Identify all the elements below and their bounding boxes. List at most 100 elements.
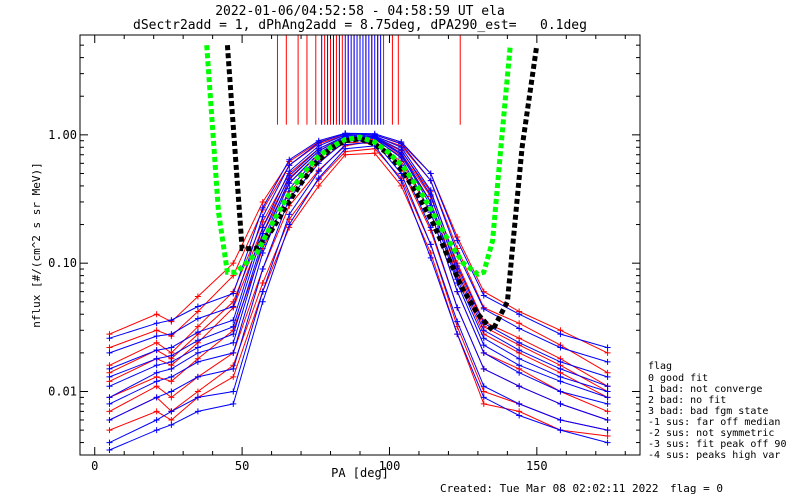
blue-data-point [427, 191, 434, 198]
blue-data-point [153, 355, 160, 362]
created-timestamp: Created: Tue Mar 08 02:02:11 2022 [440, 482, 659, 495]
blue-profile-line [109, 137, 608, 398]
blue-data-point [230, 331, 237, 338]
blue-data-point [516, 355, 523, 362]
blue-data-point [168, 421, 175, 428]
blue-data-point [194, 315, 201, 322]
blue-data-point [168, 373, 175, 380]
blue-data-point [194, 408, 201, 415]
blue-data-point [398, 170, 405, 177]
blue-data-point [194, 329, 201, 336]
blue-data-point [194, 394, 201, 401]
blue-data-point [259, 298, 266, 305]
red-data-point [604, 433, 611, 439]
red-data-point [604, 349, 611, 356]
red-data-point [259, 280, 266, 287]
blue-data-point [230, 365, 237, 372]
legend-item: -4 sus: peaks high var [648, 450, 781, 461]
blue-data-point [153, 394, 160, 401]
blue-data-point [480, 335, 487, 342]
blue-data-point [106, 373, 113, 380]
blue-data-point [230, 290, 237, 297]
blue-data-point [194, 303, 201, 310]
red-profile-line [109, 152, 608, 437]
red-profile-line [109, 138, 608, 398]
y-tick-label: 0.01 [48, 384, 77, 398]
red-data-point [342, 151, 349, 158]
red-data-point [106, 408, 113, 415]
blue-data-point [480, 327, 487, 334]
red-data-point [153, 311, 160, 318]
blue-data-point [259, 230, 266, 237]
blue-data-point [604, 439, 611, 446]
blue-data-point [604, 358, 611, 365]
red-data-point [194, 323, 201, 330]
y-tick-label: 1.00 [48, 128, 77, 142]
blue-data-point [516, 325, 523, 332]
red-data-point [168, 394, 175, 401]
blue-data-point [454, 331, 461, 338]
blue-data-point [604, 373, 611, 380]
y-axis-label: nflux [#/(cm^2 s sr MeV)] [30, 162, 43, 328]
red-data-point [106, 427, 113, 434]
red-profile-line [109, 133, 608, 354]
blue-data-point [454, 318, 461, 325]
blue-data-point [106, 383, 113, 390]
red-profile-line [109, 140, 608, 421]
red-data-point [604, 408, 611, 415]
blue-data-point [286, 211, 293, 218]
blue-profile-line [109, 140, 608, 421]
blue-data-point [106, 439, 113, 446]
blue-data-point [194, 337, 201, 344]
blue-data-point [427, 241, 434, 248]
blue-data-point [230, 339, 237, 346]
blue-data-point [315, 168, 322, 175]
blue-data-point [604, 400, 611, 407]
red-data-point [153, 327, 160, 334]
blue-data-point [259, 213, 266, 220]
red-data-point [259, 198, 266, 205]
blue-data-point [557, 388, 564, 395]
blue-data-point [604, 344, 611, 351]
blue-data-point [315, 175, 322, 182]
red-data-point [371, 150, 378, 157]
x-axis-label: PA [deg] [331, 466, 389, 480]
legend-item: 3 bad: bad fgm state [648, 406, 769, 417]
legend-item: 0 good fit [648, 373, 709, 384]
legend-item: 1 bad: not converge [648, 384, 763, 395]
blue-profile-line [109, 136, 608, 392]
blue-data-point [230, 388, 237, 395]
blue-data-point [557, 400, 564, 407]
x-tick-label: 50 [235, 459, 249, 473]
blue-profile-line [109, 133, 608, 363]
blue-data-point [153, 369, 160, 376]
red-data-point [230, 260, 237, 267]
blue-data-point [168, 317, 175, 324]
blue-data-point [194, 358, 201, 365]
blue-data-point [153, 378, 160, 385]
legend-title: flag [648, 361, 673, 372]
red-profile-line [109, 137, 608, 392]
blue-data-point [480, 342, 487, 349]
blue-data-point [106, 416, 113, 423]
blue-data-point [398, 147, 405, 154]
blue-data-point [230, 400, 237, 407]
chart-title: 2022-01-06/04:52:58 - 04:58:59 UT ela [215, 4, 505, 19]
blue-data-point [106, 349, 113, 356]
blue-data-point [315, 145, 322, 152]
blue-data-point [516, 311, 523, 318]
blue-data-point [427, 170, 434, 177]
blue-data-point [480, 383, 487, 390]
blue-data-point [168, 388, 175, 395]
plot-area [106, 35, 611, 454]
blue-data-point [342, 145, 349, 152]
blue-profile-line [109, 137, 608, 405]
blue-profile-line [109, 132, 608, 349]
blue-data-point [153, 362, 160, 369]
blue-data-point [230, 323, 237, 330]
blue-data-point [153, 416, 160, 423]
red-data-point [194, 388, 201, 395]
blue-data-point [106, 394, 113, 401]
blue-data-point [230, 303, 237, 310]
